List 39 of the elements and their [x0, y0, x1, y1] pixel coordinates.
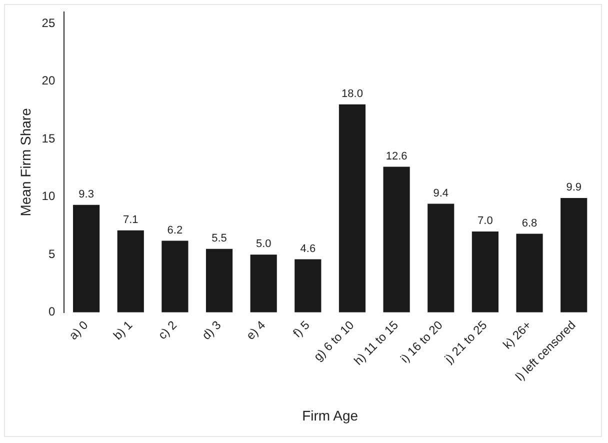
- bar: [428, 204, 454, 312]
- data-label: 7.1: [122, 214, 138, 226]
- y-tick-label: 15: [42, 131, 56, 146]
- bar: [250, 254, 277, 312]
- x-tick-label: e) 4: [244, 318, 268, 343]
- bar: [560, 198, 588, 312]
- data-label: 5.0: [256, 238, 272, 250]
- x-axis-title: Firm Age: [302, 407, 358, 424]
- data-label: 6.2: [167, 224, 183, 236]
- x-tick-label: b) 1: [110, 318, 136, 343]
- data-label: 4.6: [300, 242, 316, 255]
- bar: [73, 204, 100, 312]
- bar: [294, 259, 322, 312]
- bar: [338, 104, 366, 312]
- y-tick-label: 0: [48, 304, 56, 319]
- data-label: 18.0: [342, 88, 363, 100]
- data-label: 9.4: [433, 187, 449, 200]
- y-tick-label: 10: [42, 189, 56, 204]
- data-label: 6.8: [522, 217, 538, 230]
- data-label: 5.5: [212, 232, 227, 244]
- x-tick-label: d) 3: [199, 318, 224, 343]
- data-label: 9.9: [566, 182, 582, 194]
- x-tick-label: k) 26+: [500, 318, 534, 352]
- x-tick-label: a) 0: [66, 318, 91, 343]
- bar: [117, 230, 144, 312]
- bar: [472, 232, 498, 312]
- data-label: 7.0: [478, 215, 493, 228]
- y-tick-label: 25: [42, 16, 56, 30]
- bar: [383, 166, 410, 312]
- x-tick-label: f) 5: [290, 318, 313, 340]
- data-label: 12.6: [386, 150, 408, 162]
- data-label: 9.3: [78, 188, 94, 200]
- bar: [162, 240, 188, 312]
- y-axis-title: Mean Firm Share: [17, 108, 34, 216]
- bar: [516, 234, 543, 312]
- y-tick-label: 20: [42, 74, 56, 88]
- y-tick-label: 5: [48, 246, 56, 261]
- bar: [206, 248, 233, 312]
- x-tick-label: c) 2: [155, 318, 180, 342]
